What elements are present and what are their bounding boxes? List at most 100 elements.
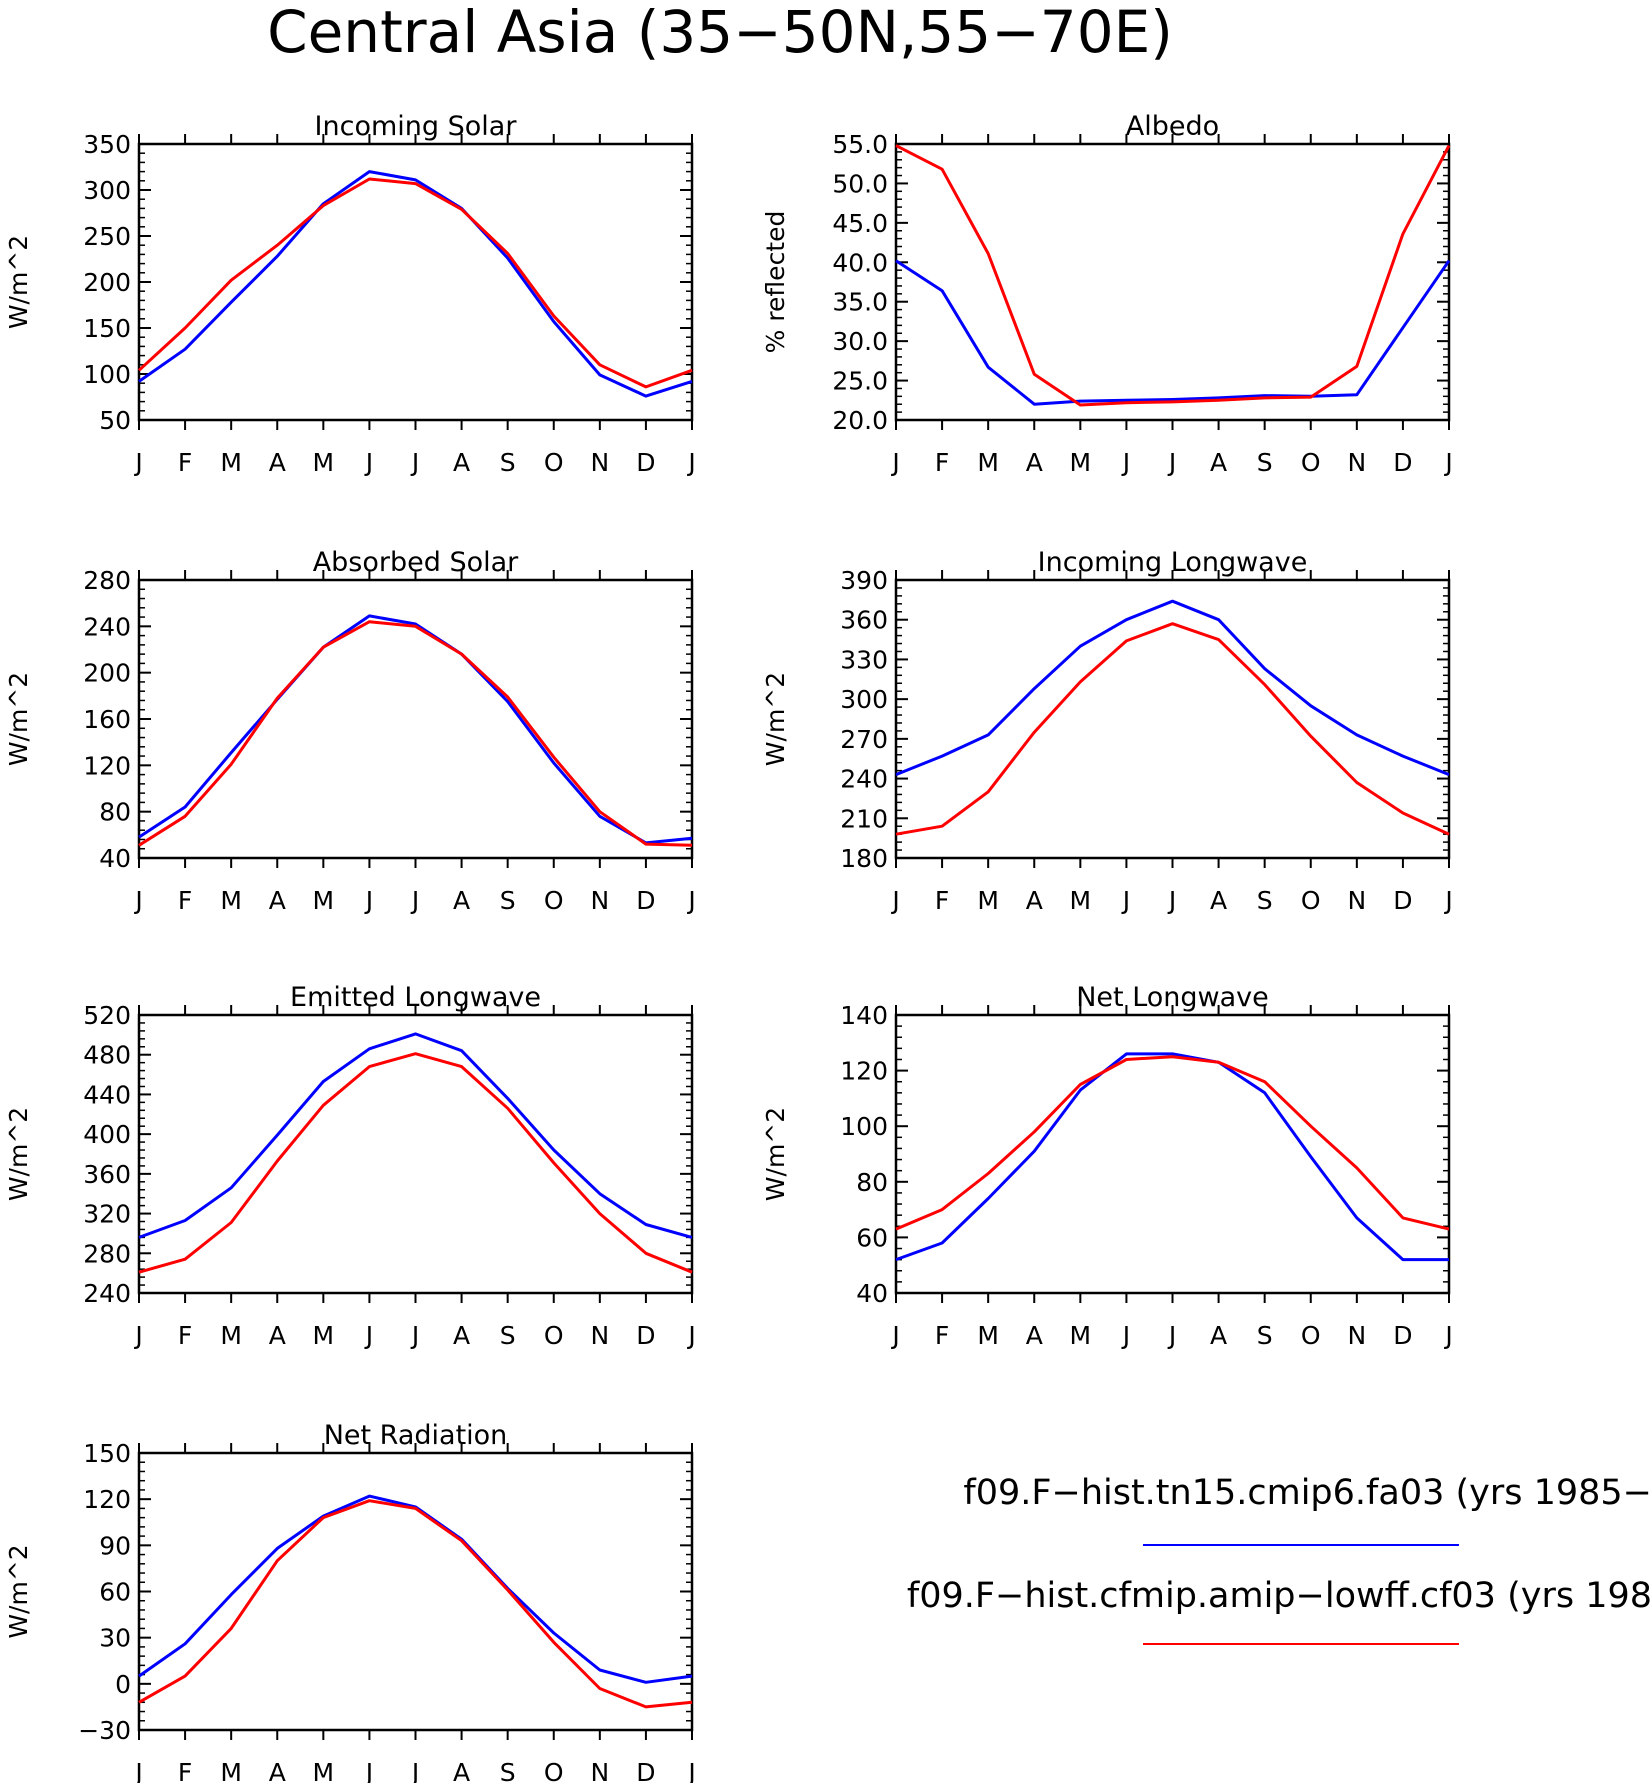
y-tick-label: 40.0 bbox=[832, 248, 888, 277]
y-tick-label: 280 bbox=[83, 566, 131, 595]
x-tick-label: O bbox=[1301, 448, 1321, 477]
x-tick-label: D bbox=[636, 886, 655, 915]
y-tick-label: 40 bbox=[856, 1279, 888, 1308]
x-tick-label: J bbox=[133, 1758, 142, 1783]
x-tick-label: M bbox=[1070, 1321, 1092, 1350]
y-tick-label: 240 bbox=[83, 612, 131, 641]
series-line-1 bbox=[895, 1055, 1450, 1231]
x-tick-label: J bbox=[686, 1321, 695, 1350]
x-tick-label: J bbox=[410, 448, 419, 477]
y-tick-label: 55.0 bbox=[832, 130, 888, 159]
x-tick-label: J bbox=[1443, 448, 1452, 477]
series-line-0 bbox=[138, 1032, 693, 1239]
x-tick-label: J bbox=[410, 886, 419, 915]
x-tick-label: O bbox=[1301, 1321, 1321, 1350]
x-tick-label: N bbox=[590, 886, 609, 915]
panel-frame bbox=[137, 1013, 694, 1295]
x-tick-label: M bbox=[220, 1321, 242, 1350]
y-tick-label: 45.0 bbox=[832, 209, 888, 238]
series-line-0 bbox=[138, 1494, 693, 1684]
y-axis-label: W/m^2 bbox=[4, 1107, 33, 1201]
legend-label-1: f09.F−hist.cfmip.amip−lowff.cf03 (yrs 19… bbox=[907, 1576, 1650, 1616]
y-tick-label: 90 bbox=[99, 1531, 131, 1560]
y-tick-label: 120 bbox=[840, 1057, 888, 1086]
y-tick-label: 520 bbox=[83, 1001, 131, 1030]
y-tick-label: 60 bbox=[99, 1578, 131, 1607]
x-tick-label: J bbox=[1167, 448, 1176, 477]
y-tick-label: −30 bbox=[78, 1716, 131, 1745]
x-tick-label: D bbox=[636, 448, 655, 477]
y-tick-label: 40 bbox=[99, 844, 131, 873]
y-axis-label: W/m^2 bbox=[4, 235, 33, 329]
series-line-0 bbox=[895, 1052, 1449, 1262]
series-line-1 bbox=[138, 1499, 693, 1709]
x-tick-label: M bbox=[220, 886, 242, 915]
x-tick-label: S bbox=[1257, 886, 1273, 915]
y-tick-label: 20.0 bbox=[832, 406, 888, 435]
x-tick-label: A bbox=[453, 448, 470, 477]
y-tick-label: 270 bbox=[840, 725, 888, 754]
y-tick-label: 150 bbox=[83, 1439, 131, 1468]
y-axis-label: W/m^2 bbox=[4, 672, 33, 766]
x-tick-label: F bbox=[935, 1321, 949, 1350]
x-tick-label: A bbox=[1210, 448, 1227, 477]
series-line-0 bbox=[138, 170, 693, 398]
x-tick-label: M bbox=[1070, 886, 1092, 915]
y-tick-label: 350 bbox=[83, 130, 131, 159]
y-axis-label: % reflected bbox=[761, 211, 790, 354]
panel-3: Incoming LongwaveW/m^2390360330300270240… bbox=[761, 547, 1453, 915]
x-tick-label: A bbox=[1026, 1321, 1043, 1350]
x-tick-label: S bbox=[1257, 1321, 1273, 1350]
x-tick-label: J bbox=[890, 1321, 899, 1350]
series-line-1 bbox=[137, 177, 693, 389]
x-tick-label: O bbox=[1301, 886, 1321, 915]
y-tick-label: 30 bbox=[99, 1624, 131, 1653]
y-tick-label: 330 bbox=[840, 645, 888, 674]
x-tick-label: J bbox=[1167, 886, 1176, 915]
x-tick-label: A bbox=[1210, 886, 1227, 915]
x-tick-label: J bbox=[133, 886, 142, 915]
x-tick-label: N bbox=[1347, 448, 1366, 477]
x-tick-label: F bbox=[178, 1321, 192, 1350]
x-tick-label: S bbox=[500, 1758, 516, 1783]
x-tick-label: A bbox=[269, 1321, 286, 1350]
y-tick-label: 120 bbox=[83, 751, 131, 780]
y-tick-label: 50.0 bbox=[832, 169, 888, 198]
y-tick-label: 30.0 bbox=[832, 327, 888, 356]
legend-label-0: f09.F−hist.tn15.cmip6.fa03 (yrs 1985− bbox=[963, 1473, 1650, 1513]
x-tick-label: J bbox=[1121, 448, 1130, 477]
panel-frame bbox=[894, 142, 1451, 422]
y-tick-label: 360 bbox=[83, 1160, 131, 1189]
y-tick-label: 200 bbox=[83, 659, 131, 688]
x-tick-label: M bbox=[1070, 448, 1092, 477]
x-tick-label: M bbox=[313, 1758, 335, 1783]
y-axis-label: W/m^2 bbox=[761, 672, 790, 766]
x-tick-label: J bbox=[133, 448, 142, 477]
y-tick-label: 180 bbox=[840, 844, 888, 873]
y-tick-label: 390 bbox=[840, 566, 888, 595]
x-tick-label: D bbox=[1393, 1321, 1412, 1350]
x-tick-label: M bbox=[977, 448, 999, 477]
x-tick-label: J bbox=[410, 1758, 419, 1783]
y-tick-label: 250 bbox=[83, 222, 131, 251]
x-tick-label: J bbox=[364, 1758, 373, 1783]
y-tick-label: 25.0 bbox=[832, 367, 888, 396]
y-tick-label: 100 bbox=[840, 1112, 888, 1141]
x-tick-label: A bbox=[269, 448, 286, 477]
x-tick-label: A bbox=[453, 1321, 470, 1350]
y-axis-label: W/m^2 bbox=[761, 1107, 790, 1201]
x-tick-label: J bbox=[890, 448, 899, 477]
x-tick-label: D bbox=[1393, 886, 1412, 915]
panel-frame bbox=[894, 578, 1451, 860]
y-axis-label: W/m^2 bbox=[4, 1544, 33, 1638]
x-tick-label: O bbox=[544, 1321, 564, 1350]
y-tick-label: 240 bbox=[83, 1279, 131, 1308]
x-tick-label: A bbox=[269, 1758, 286, 1783]
x-tick-label: S bbox=[500, 448, 516, 477]
y-tick-label: 80 bbox=[856, 1168, 888, 1197]
y-tick-label: 160 bbox=[83, 705, 131, 734]
series-line-0 bbox=[895, 599, 1450, 776]
panel-0: Incoming SolarW/m^235030025020015010050J… bbox=[4, 111, 696, 477]
